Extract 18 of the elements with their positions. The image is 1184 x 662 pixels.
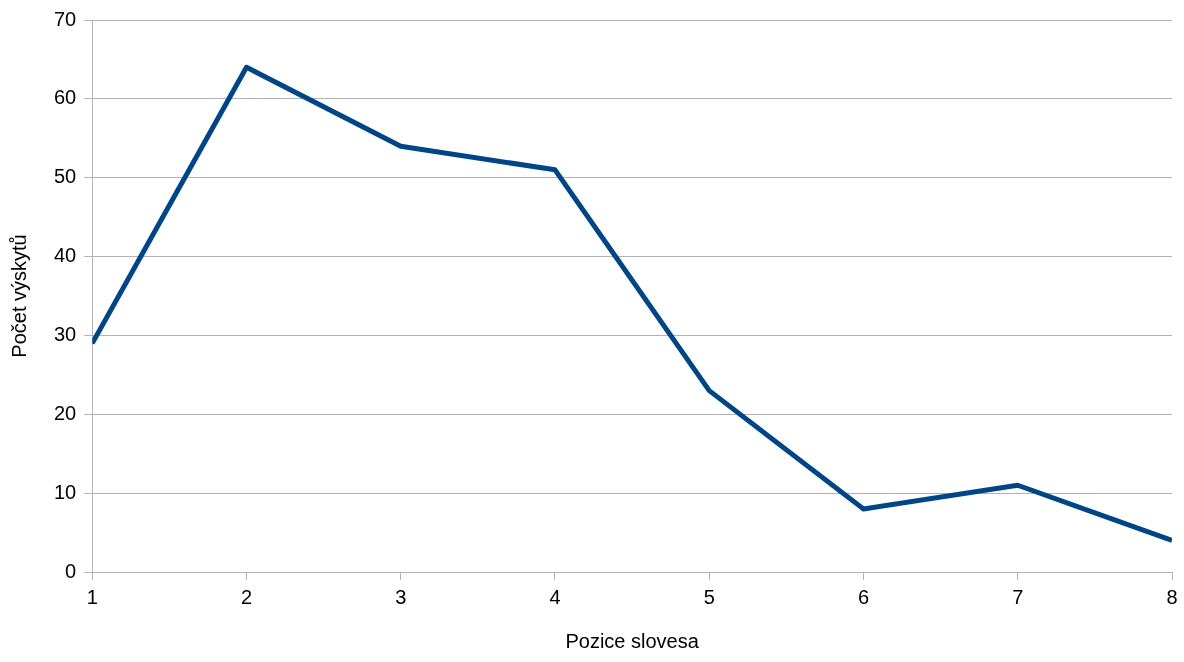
- x-tick-label: 4: [549, 585, 561, 608]
- x-tick-label: 8: [1166, 585, 1178, 608]
- y-tick-label: 40: [54, 244, 77, 267]
- x-tick-label: 2: [240, 585, 253, 608]
- x-axis-title: Pozice slovesa: [565, 629, 700, 652]
- y-tick-label: 60: [54, 86, 77, 109]
- y-tick-label: 10: [54, 480, 77, 503]
- x-tick-label: 3: [395, 585, 407, 608]
- y-axis-title: Počet výskytů: [7, 234, 30, 358]
- y-tick-label: 50: [54, 165, 77, 188]
- x-tick-label: 1: [86, 585, 98, 608]
- x-tick-label: 7: [1012, 585, 1024, 608]
- y-tick-label: 20: [54, 401, 77, 424]
- y-tick-label: 30: [54, 322, 77, 345]
- x-tick-label: 6: [857, 585, 870, 608]
- y-tick-label: 70: [54, 7, 77, 30]
- y-tick-label: 0: [65, 559, 77, 582]
- x-tick-label: 5: [703, 585, 715, 608]
